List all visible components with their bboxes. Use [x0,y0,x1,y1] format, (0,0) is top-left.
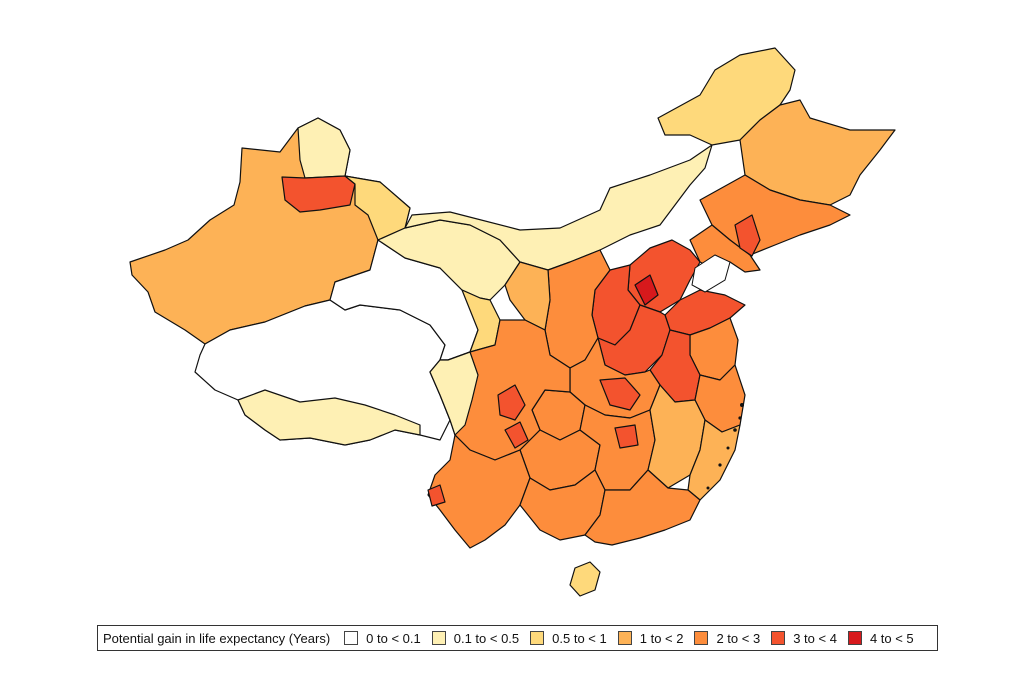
legend-swatch [617,631,632,645]
legend-swatch [847,631,862,645]
region-beijing [634,274,659,306]
region-sichuan-west [429,351,479,436]
region-hunan-hot [614,424,639,449]
legend-label: 0 to < 0.1 [366,630,421,646]
legend-swatch [530,631,545,645]
coastal-islands [706,403,744,490]
region-yunnan [427,434,531,549]
legend-swatch [771,631,786,645]
region-chengdu [497,384,526,421]
region-guangdong [584,469,701,546]
legend-item: 0.1 to < 0.5 [431,630,520,646]
legend-item: 3 to < 4 [771,631,837,646]
legend-item: 2 to < 3 [694,631,760,646]
region-tibet-south [237,389,421,446]
region-altay [297,117,351,179]
legend-item: 1 to < 2 [617,630,684,646]
region-heilongjiang [657,47,796,146]
region-hubei-hot [599,377,641,411]
legend-label: 3 to < 4 [793,630,837,646]
legend-label: 2 to < 3 [716,630,761,646]
region-liaoning-hot [734,214,761,257]
region-inner-mongolia [404,144,713,271]
legend: Potential gain in life expectancy (Years… [97,625,938,651]
legend-item: 0 to < 0.1 [344,631,421,646]
map-regions [129,47,896,597]
region-urumqi [281,175,356,213]
legend-swatch [344,631,359,645]
legend-label: 1 to < 2 [639,630,684,646]
region-yunnan-hot [427,484,446,507]
legend-item: 4 to < 5 [847,630,914,646]
legend-label: 0.1 to < 0.5 [453,630,520,646]
region-hainan [569,561,601,597]
region-sichuan-south-hot [504,421,529,449]
legend-swatch [694,631,709,645]
bohai-sea [691,254,731,293]
legend-label: 4 to < 5 [869,630,914,646]
legend-swatch [431,631,446,645]
legend-title: Potential gain in life expectancy (Years… [103,630,331,646]
legend-item: 0.5 to < 1 [530,631,607,646]
region-fujian [687,419,741,501]
legend-label: 0.5 to < 1 [552,630,607,646]
